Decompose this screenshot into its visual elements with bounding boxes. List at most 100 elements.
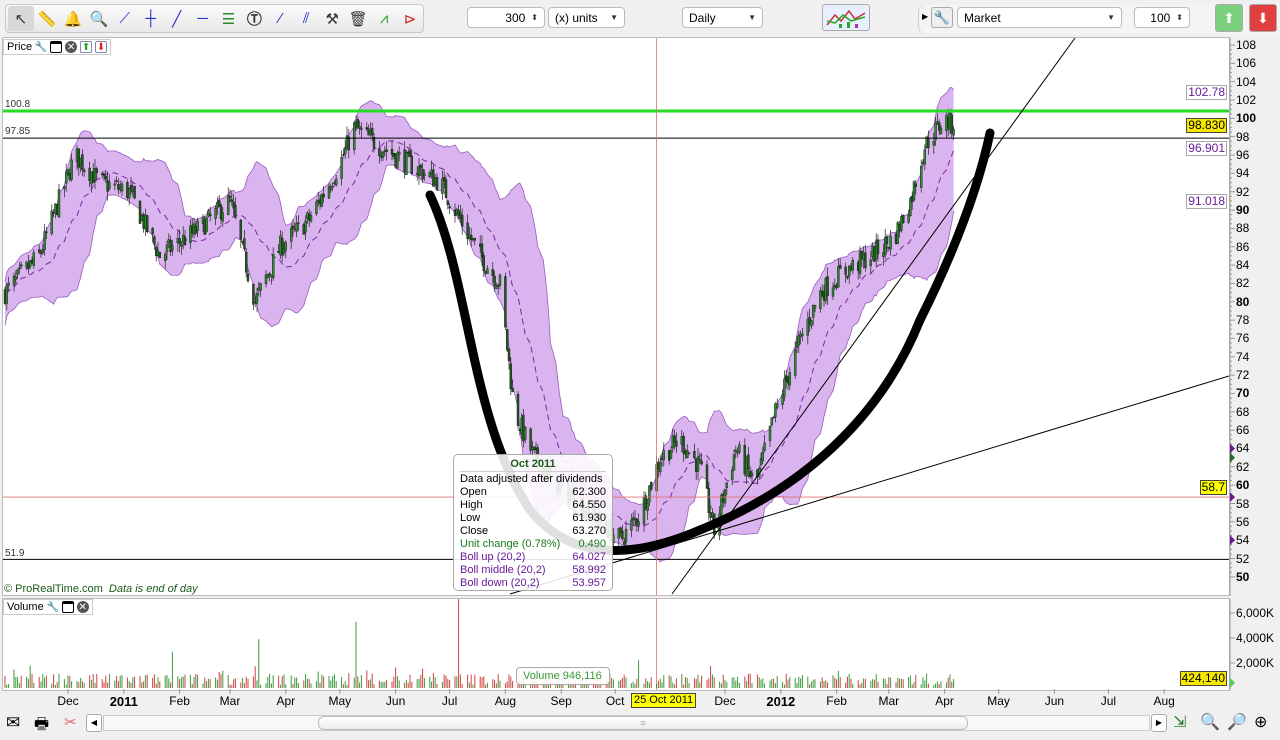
candle-body — [255, 293, 259, 304]
volume-panel[interactable] — [2, 598, 1230, 691]
price-tick-label: 90 — [1236, 203, 1250, 218]
candle-body — [14, 276, 18, 280]
candle-body — [466, 222, 469, 239]
candle-body — [621, 530, 624, 540]
points-tool-icon[interactable]: ⁄ — [279, 10, 282, 27]
zoom-in-icon[interactable]: 🔍 — [1200, 714, 1220, 731]
candle-body — [495, 286, 498, 289]
candle-body — [506, 329, 509, 351]
zoom-reset-icon[interactable]: ⊕ — [1254, 714, 1268, 731]
candle-body — [761, 451, 764, 461]
candle-body — [32, 252, 35, 266]
candle-body — [623, 541, 626, 545]
indicators-button[interactable] — [822, 4, 870, 31]
candle-body — [927, 138, 930, 149]
zoom-fit-icon[interactable]: ⇲ — [1173, 714, 1187, 731]
trash-icon[interactable]: 🗑 — [348, 10, 368, 28]
candle-body — [687, 452, 691, 454]
tooltip-row: Boll middle (20,2) 58.992 — [460, 564, 606, 577]
wrench-button[interactable]: 🔧 — [931, 7, 953, 28]
boll-down-tag: 91.018 — [1186, 194, 1227, 209]
move-up-icon[interactable]: ⬆ — [80, 41, 93, 53]
price-tick-label: 76 — [1236, 331, 1250, 346]
timeframe-select[interactable]: Daily ▼ — [682, 7, 763, 28]
segment-tool-icon[interactable]: ⟋ — [119, 10, 130, 27]
candle-body — [63, 186, 66, 190]
candle-body — [183, 236, 187, 246]
scrollbar-thumb[interactable]: ≡ — [318, 716, 968, 730]
tooltip-row-label: Boll down (20,2) — [460, 577, 540, 589]
volume-tick-label: 2,000K — [1236, 656, 1275, 670]
candle-body — [747, 454, 750, 470]
close-icon[interactable]: ✕ — [65, 41, 78, 53]
line-tool-icon[interactable]: ╱ — [172, 10, 182, 28]
candle-body — [81, 154, 84, 170]
pointer-icon[interactable]: ↖ — [8, 6, 34, 31]
zoom-icon[interactable]: 🔍 — [89, 10, 109, 28]
units-select[interactable]: (x) units ▼ — [548, 7, 625, 28]
candle-body — [290, 228, 293, 242]
scroll-left-button[interactable]: ◀ — [86, 714, 102, 732]
candle-body — [432, 169, 435, 187]
printer-icon[interactable]: 🖶 — [34, 716, 50, 733]
expand-arrow-icon[interactable]: ▶ — [922, 12, 929, 21]
wrench-icon[interactable]: 🔧 — [34, 41, 48, 53]
move-down-icon[interactable]: ⬇ — [95, 41, 108, 53]
close-icon[interactable]: ✕ — [76, 601, 89, 613]
tooltip-row-value: 64.027 — [572, 551, 606, 563]
candle-body — [952, 128, 955, 136]
wrench-icon[interactable]: 🔧 — [46, 601, 59, 613]
candle-body — [320, 194, 323, 207]
candle-body — [145, 215, 149, 232]
window-icon[interactable] — [50, 41, 63, 53]
triangle-pattern-icon[interactable]: ⊳ — [403, 10, 417, 28]
ruler-icon[interactable]: 📏 — [37, 10, 57, 28]
candle-body — [900, 216, 903, 231]
sell-button[interactable]: ⬇ — [1249, 4, 1277, 32]
price-tick-label: 98 — [1236, 129, 1250, 144]
candle-body — [342, 154, 345, 156]
price-tick-label: 64 — [1236, 441, 1250, 456]
tools-icon[interactable]: ⚒ — [325, 10, 339, 28]
buy-button[interactable]: ⬆ — [1215, 4, 1243, 32]
fibonacci-icon[interactable]: ☰ — [221, 10, 236, 28]
alarm-bell-icon[interactable]: 🔔 — [63, 10, 83, 28]
candle-body — [885, 236, 889, 244]
order-type-select[interactable]: Market ▼ — [957, 7, 1122, 28]
scroll-right-button[interactable]: ▶ — [1151, 714, 1167, 732]
units-spinner[interactable]: 300 ⬍ — [467, 7, 545, 28]
scrollbar-track[interactable]: ≡ — [103, 715, 1150, 731]
envelope-icon[interactable]: ✉ — [6, 713, 21, 732]
candle-body — [153, 236, 156, 245]
candle-body — [178, 238, 181, 244]
text-tool-icon[interactable]: Ⓣ — [246, 11, 262, 28]
candle-body — [214, 208, 217, 219]
candle-body — [70, 159, 73, 180]
axis-marker-icon — [1230, 492, 1235, 503]
candle-body — [902, 215, 905, 223]
unlink-icon[interactable]: ✂ — [64, 714, 77, 731]
horizontal-line-icon[interactable]: ─ — [197, 10, 208, 27]
candle-body — [291, 225, 295, 228]
copyright-note: © ProRealTime.com Data is end of day — [4, 583, 198, 595]
zoom-out-icon[interactable]: 🔎 — [1227, 714, 1247, 731]
chart-pattern-icon[interactable]: ⩘ — [379, 10, 389, 27]
candle-body — [788, 372, 791, 386]
window-icon[interactable] — [61, 601, 74, 613]
candle-body — [82, 169, 86, 172]
tooltip-row: High 64.550 — [460, 499, 606, 512]
quantity-spinner[interactable]: 100 ⬍ — [1134, 7, 1190, 28]
candle-body — [207, 210, 210, 217]
candle-body — [794, 349, 797, 376]
tooltip-row-value: 62.300 — [572, 486, 606, 498]
candle-body — [497, 285, 500, 287]
candle-body — [129, 184, 133, 189]
candle-body — [113, 183, 117, 186]
vertical-line-icon[interactable]: ┼ — [145, 10, 156, 27]
candle-body — [637, 521, 640, 526]
parallel-tool-icon[interactable]: ⫽ — [302, 10, 310, 27]
month-label: Sep — [550, 694, 572, 708]
candle-body — [282, 248, 286, 253]
candle-body — [848, 265, 851, 276]
